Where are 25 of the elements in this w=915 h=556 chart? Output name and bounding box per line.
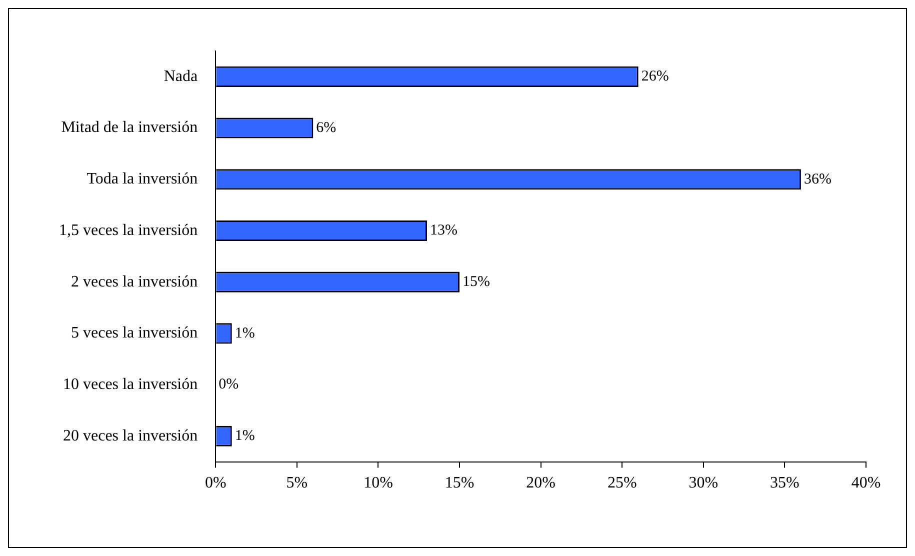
x-tick-label: 20% <box>526 474 556 492</box>
y-tick-label: 20 veces la inversión <box>63 427 198 444</box>
x-tick-label: 40% <box>851 474 881 492</box>
x-tick-label: 15% <box>444 474 474 492</box>
data-label: 1% <box>234 325 255 342</box>
x-tick-label: 25% <box>607 474 637 492</box>
y-tick-label: 10 veces la inversión <box>63 376 198 393</box>
data-label: 26% <box>641 68 669 85</box>
x-tick-label: 5% <box>286 474 308 492</box>
data-label: 15% <box>462 274 490 290</box>
data-label: 36% <box>804 171 832 188</box>
y-tick-label: 1,5 veces la inversión <box>59 222 198 239</box>
data-label: 0% <box>218 376 239 393</box>
data-label: 1% <box>234 428 255 444</box>
y-tick-label: 2 veces la inversión <box>71 273 198 290</box>
y-tick-label: Nada <box>164 68 198 85</box>
x-tick-label: 0% <box>204 474 226 492</box>
data-label: 6% <box>316 120 336 136</box>
x-tick-label: 10% <box>364 474 393 492</box>
x-tick-label: 30% <box>688 474 718 492</box>
y-tick-label: Mitad de la inversión <box>61 119 198 136</box>
y-tick-label: 5 veces la inversión <box>71 324 198 342</box>
x-tick-label: 35% <box>770 474 800 492</box>
y-tick-label: Toda la inversión <box>86 170 198 188</box>
data-label: 13% <box>430 222 458 239</box>
